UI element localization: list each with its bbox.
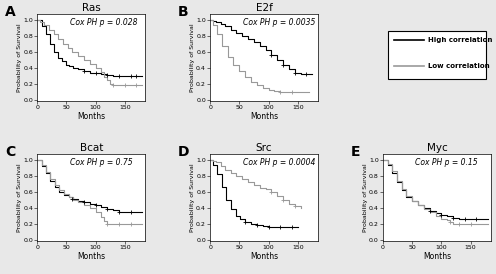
Title: E2f: E2f bbox=[255, 3, 273, 13]
Text: C: C bbox=[5, 145, 15, 159]
Y-axis label: Probability of Survival: Probability of Survival bbox=[189, 163, 194, 232]
Text: Cox PH p = 0.0035: Cox PH p = 0.0035 bbox=[243, 18, 315, 27]
Y-axis label: Probability of Survival: Probability of Survival bbox=[363, 163, 368, 232]
Text: High correlation: High correlation bbox=[429, 37, 493, 43]
Title: Bcat: Bcat bbox=[79, 143, 103, 153]
X-axis label: Months: Months bbox=[77, 112, 105, 121]
Y-axis label: Probability of Survival: Probability of Survival bbox=[189, 23, 194, 92]
X-axis label: Months: Months bbox=[250, 112, 278, 121]
Text: Cox PH p = 0.75: Cox PH p = 0.75 bbox=[69, 158, 132, 167]
Text: Cox PH p = 0.0004: Cox PH p = 0.0004 bbox=[243, 158, 315, 167]
Title: Src: Src bbox=[256, 143, 272, 153]
Text: Cox PH p = 0.15: Cox PH p = 0.15 bbox=[415, 158, 478, 167]
Text: A: A bbox=[5, 5, 15, 19]
Text: E: E bbox=[351, 145, 360, 159]
Title: Ras: Ras bbox=[82, 3, 101, 13]
Text: Low correlation: Low correlation bbox=[429, 63, 490, 69]
Text: D: D bbox=[178, 145, 189, 159]
Text: Cox PH p = 0.028: Cox PH p = 0.028 bbox=[69, 18, 137, 27]
Text: B: B bbox=[178, 5, 188, 19]
X-axis label: Months: Months bbox=[77, 252, 105, 261]
Y-axis label: Probability of Survival: Probability of Survival bbox=[17, 163, 22, 232]
X-axis label: Months: Months bbox=[423, 252, 451, 261]
Y-axis label: Probability of Survival: Probability of Survival bbox=[17, 23, 22, 92]
Title: Myc: Myc bbox=[427, 143, 447, 153]
X-axis label: Months: Months bbox=[250, 252, 278, 261]
